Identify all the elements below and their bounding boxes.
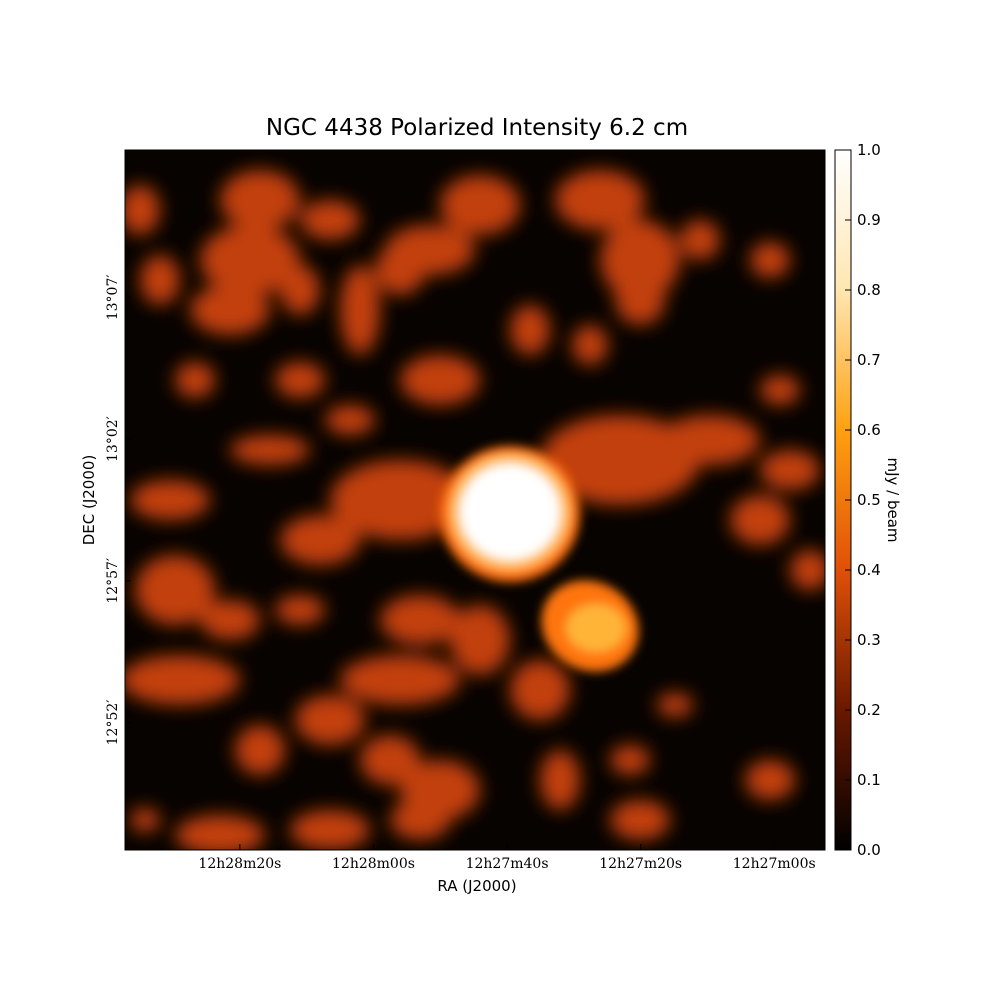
emission <box>600 220 680 300</box>
emission <box>220 170 300 230</box>
colorbar-tick-label: 0.0 <box>857 841 881 859</box>
emission <box>275 595 325 625</box>
emission <box>440 175 520 235</box>
emission <box>130 808 160 832</box>
colorbar-tick-label: 0.8 <box>857 281 881 299</box>
emission <box>135 555 215 625</box>
colorbar-tick-label: 0.3 <box>857 631 881 649</box>
emission <box>572 325 608 365</box>
emission <box>130 480 210 520</box>
emission <box>615 275 665 325</box>
emission <box>760 450 820 490</box>
emission <box>140 255 180 305</box>
emission <box>125 655 240 705</box>
emission <box>400 355 480 405</box>
x-axis-label: RA (J2000) <box>437 877 516 895</box>
emission <box>660 415 760 465</box>
emission <box>540 415 700 505</box>
emission <box>680 220 720 260</box>
emission <box>380 595 460 645</box>
emission <box>280 265 320 315</box>
colorbar-tick-label: 1.0 <box>857 141 881 159</box>
colorbar-tick-label: 0.4 <box>857 561 881 579</box>
emission <box>295 695 365 745</box>
y-tick-label: 12°57′ <box>105 558 121 604</box>
emission <box>190 285 270 335</box>
emission <box>175 815 265 850</box>
y-tick-label: 13°07′ <box>105 274 121 320</box>
chart-title: NGC 4438 Polarized Intensity 6.2 cm <box>266 115 688 141</box>
emission <box>390 800 450 840</box>
emission <box>730 495 790 545</box>
y-axis-label: DEC (J2000) <box>80 455 98 546</box>
colorbar-tick-label: 0.2 <box>857 701 881 719</box>
emission <box>325 405 375 435</box>
emission <box>340 265 380 355</box>
emission <box>235 725 285 775</box>
emission <box>760 375 800 405</box>
emission <box>450 605 510 675</box>
emission <box>750 242 790 278</box>
y-tick-label: 13°02′ <box>105 416 121 462</box>
x-tick-label: 12h27m40s <box>466 856 549 872</box>
colorbar-tick-label: 0.6 <box>857 421 881 439</box>
emission <box>125 185 160 235</box>
emission <box>200 225 300 295</box>
sky-image <box>125 150 825 850</box>
colorbar-label: mJy / beam <box>884 457 902 542</box>
x-tick-label: 12h28m00s <box>332 856 415 872</box>
emission <box>657 693 693 717</box>
emission <box>330 460 470 540</box>
emission <box>280 515 360 565</box>
emission <box>610 800 670 840</box>
emission <box>360 735 420 785</box>
emission <box>230 435 310 465</box>
emission <box>340 655 460 705</box>
emission <box>290 810 370 850</box>
emission <box>300 200 360 240</box>
emission <box>790 550 825 590</box>
emission <box>510 660 570 720</box>
x-tick-label: 12h28m20s <box>198 856 281 872</box>
plot-frame <box>124 149 826 851</box>
emission <box>375 245 425 295</box>
x-tick-label: 12h27m00s <box>733 856 816 872</box>
colorbar-tick-label: 0.7 <box>857 351 881 369</box>
emission <box>540 750 580 810</box>
emission <box>200 600 260 640</box>
emission <box>610 745 650 775</box>
emission <box>555 170 645 230</box>
emission <box>745 760 795 800</box>
y-tick-label: 12°52′ <box>105 700 121 746</box>
emission <box>275 362 325 398</box>
emission <box>510 305 550 355</box>
colorbar-tick-label: 0.1 <box>857 771 881 789</box>
colorbar-tick-label: 0.9 <box>857 211 881 229</box>
emission <box>175 362 215 398</box>
colorbar-tick-label: 0.5 <box>857 491 881 509</box>
x-tick-label: 12h27m20s <box>599 856 682 872</box>
